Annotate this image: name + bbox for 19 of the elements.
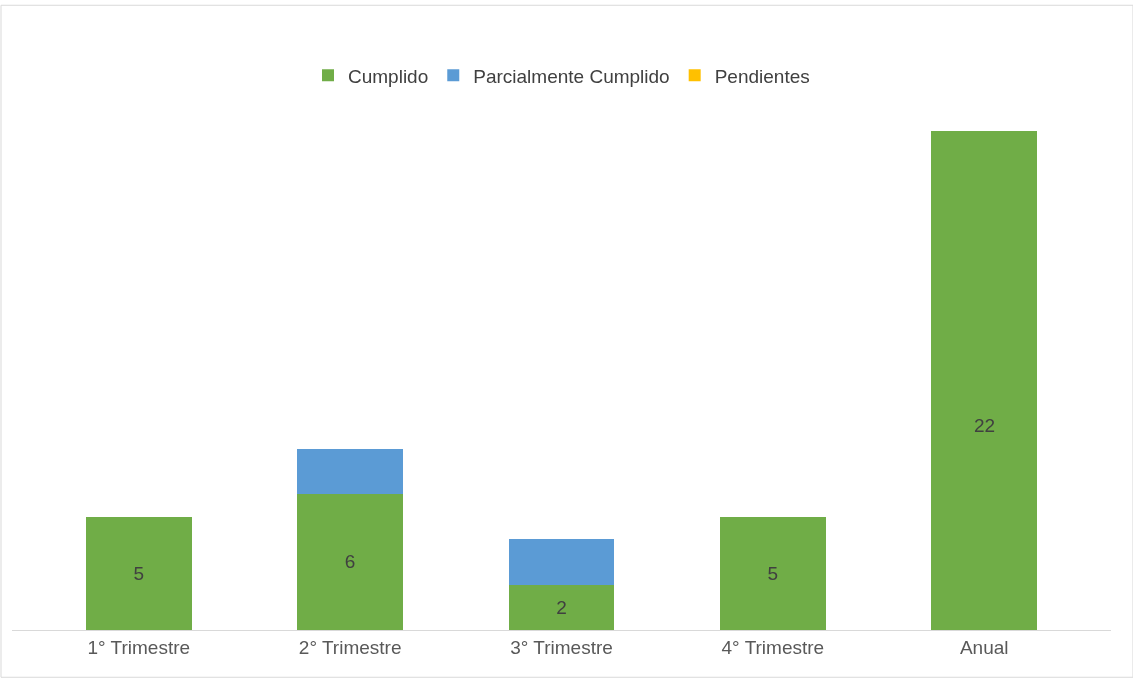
legend-label: Cumplido [348,65,429,87]
annotation: 22 [974,415,996,436]
bar [297,493,403,630]
bar [297,448,403,494]
x-tick-label: 3° Trimestre [510,636,613,658]
x-tick-label: Anual [959,636,1009,658]
x-tick-label: 2° Trimestre [298,636,402,658]
data-label: 5 [133,562,145,584]
legend-label: Pendientes [714,65,810,87]
bar [720,516,826,630]
x-tick-label: 4° Trimestre [721,636,825,658]
bar [85,516,192,630]
legend-label: Parcialmente Cumplido [473,65,670,87]
data-label: 2 [556,596,567,618]
x-tick-label: 1° Trimestre [87,636,191,658]
bar [508,539,615,585]
data-label: 6 [344,551,356,573]
bar [508,584,615,630]
data-label: 5 [767,562,779,584]
